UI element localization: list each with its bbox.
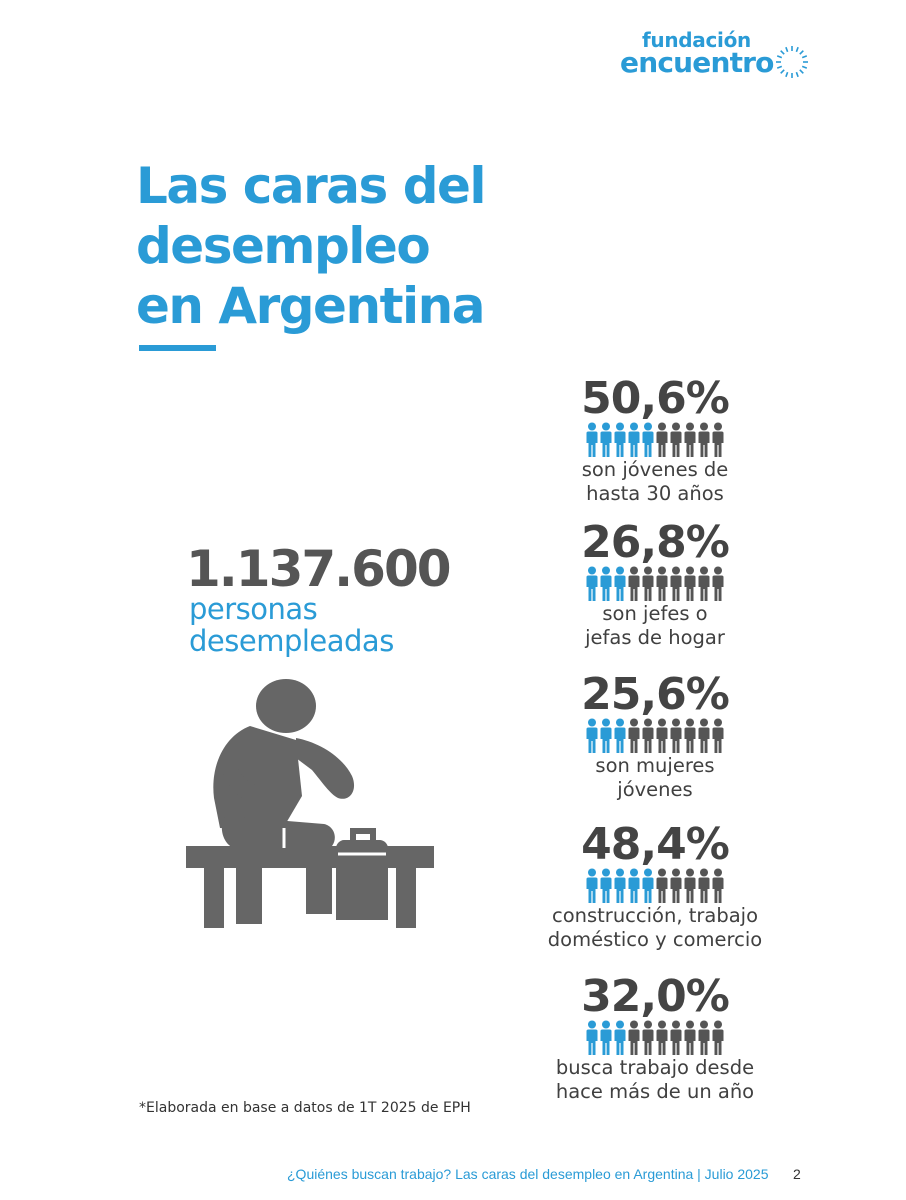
person-icon [628,566,640,601]
person-icon [614,1020,626,1055]
source-footnote: *Elaborada en base a datos de 1T 2025 de… [139,1100,471,1116]
stat-description: construcción, trabajo doméstico y comerc… [520,904,790,952]
stat-description-line: construcción, trabajo [551,904,759,927]
person-icon [684,1020,696,1055]
stat-description-line: busca trabajo desde [555,1056,755,1079]
stat-description: son jefes o jefas de hogar [520,602,790,650]
page-title: Las caras del desempleo en Argentina [136,156,556,336]
person-icon [698,1020,710,1055]
title-line-2: desempleo [136,217,431,275]
stat-description-line: son jefes o [602,602,708,625]
logo-line-2: encuentro [620,46,774,79]
stat-description: busca trabajo desde hace más de un año [520,1056,790,1104]
stat-percent: 32,0% [581,971,730,1022]
person-icon [614,566,626,601]
person-icon [670,566,682,601]
person-icon [628,868,640,903]
stat-description: son mujeres jóvenes [520,754,790,802]
people-icon-row [586,422,724,457]
stat-jovenes: 50,6% son jóvenes de hasta 30 años [520,376,790,506]
people-icon-row [586,868,724,903]
person-icon [642,718,654,753]
unemployed-total-label: personas desempleadas [189,593,394,657]
person-icon [642,422,654,457]
person-icon [670,1020,682,1055]
person-icon [600,422,612,457]
fundacion-encuentro-logo: fundación encuentro [620,28,810,80]
person-icon [642,1020,654,1055]
person-icon [614,422,626,457]
unemployed-total: 1.137.600 [186,540,452,598]
person-icon [600,1020,612,1055]
person-icon [698,566,710,601]
title-line-3: en Argentina [136,277,485,335]
stat-description-line: doméstico y comercio [547,928,763,951]
person-icon [600,718,612,753]
person-icon [712,566,724,601]
footer-title: ¿Quiénes buscan trabajo? Las caras del d… [287,1166,769,1182]
sun-icon [776,46,808,78]
person-icon [656,868,668,903]
person-icon [684,718,696,753]
stat-description-line: son jóvenes de [581,458,729,481]
logo-line-1: fundación [642,28,751,52]
person-icon [656,718,668,753]
people-icon-row [586,718,724,753]
person-icon [642,566,654,601]
person-icon [684,868,696,903]
person-icon [712,422,724,457]
stat-percent: 48,4% [581,819,730,870]
people-icon-row [586,566,724,601]
person-icon [586,718,598,753]
person-icon [600,566,612,601]
stat-description-line: hasta 30 años [586,482,724,505]
page-number: 2 [793,1166,801,1182]
person-icon [628,1020,640,1055]
stat-description-line: jefas de hogar [585,626,725,649]
person-icon [656,1020,668,1055]
person-icon [712,868,724,903]
stat-mujeres-jovenes: 25,6% son mujeres jóvenes [520,672,790,802]
stat-sectores: 48,4% construcción, trabajo doméstico y … [520,822,790,952]
person-icon [586,868,598,903]
person-icon [698,422,710,457]
person-icon [642,868,654,903]
person-icon [712,718,724,753]
person-icon [628,422,640,457]
person-icon [670,868,682,903]
person-icon [586,1020,598,1055]
person-icon [656,422,668,457]
stat-description-line: son mujeres [595,754,715,777]
person-icon [712,1020,724,1055]
stat-percent: 26,8% [581,517,730,568]
person-icon [670,718,682,753]
person-icon [698,718,710,753]
stat-percent: 25,6% [581,669,730,720]
person-sitting-on-bench-with-suitcase-icon [186,679,434,928]
person-icon [600,868,612,903]
person-icon [684,422,696,457]
person-icon [628,718,640,753]
title-underline [139,345,216,351]
person-icon [670,422,682,457]
total-label-line-1: personas [189,592,318,626]
stat-description-line: hace más de un año [555,1080,755,1103]
stat-percent: 50,6% [581,373,730,424]
person-icon [614,868,626,903]
title-line-1: Las caras del [136,157,487,215]
stat-description: son jóvenes de hasta 30 años [520,458,790,506]
person-icon [684,566,696,601]
total-label-line-2: desempleadas [189,624,394,658]
stat-busqueda-prolongada: 32,0% busca trabajo desde hace más de un… [520,974,790,1104]
person-icon [698,868,710,903]
stat-jefes-de-hogar: 26,8% son jefes o jefas de hogar [520,520,790,650]
person-icon [586,422,598,457]
person-icon [586,566,598,601]
stat-description-line: jóvenes [617,778,693,801]
people-icon-row [586,1020,724,1055]
person-icon [614,718,626,753]
person-icon [656,566,668,601]
